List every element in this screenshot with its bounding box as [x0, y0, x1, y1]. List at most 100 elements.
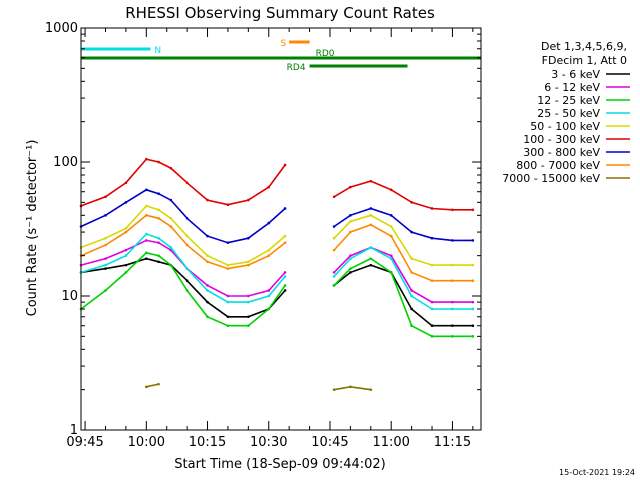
series-point-7: [349, 230, 352, 234]
series-point-1: [332, 271, 336, 274]
series-point-4: [410, 257, 413, 260]
legend: Det 1,3,4,5,6,9,FDecim 1, Att 03 - 6 keV…: [502, 40, 630, 185]
series-point-3: [267, 294, 271, 298]
series-point-7: [185, 243, 189, 247]
series-point-8: [145, 385, 148, 389]
plot-frame: [80, 27, 482, 431]
series-point-5: [471, 208, 475, 212]
series-point-4: [332, 236, 336, 240]
series-point-4: [267, 248, 271, 252]
x-tick-label: 10:00: [128, 435, 165, 450]
series-point-5: [206, 198, 209, 202]
series-point-2: [157, 254, 160, 257]
series-point-7: [247, 263, 250, 267]
series-point-5: [451, 208, 454, 212]
series-point-0: [185, 279, 189, 283]
series-point-3: [410, 294, 413, 298]
series-point-1: [157, 241, 160, 244]
series-point-7: [389, 234, 393, 238]
series-point-5: [369, 179, 373, 183]
y-tick-label: 1000: [45, 21, 78, 36]
series-point-7: [169, 225, 173, 228]
series-point-3: [389, 257, 393, 260]
series-point-3: [206, 289, 209, 292]
series-point-3: [124, 254, 128, 257]
series-point-5: [226, 203, 230, 207]
series-point-6: [471, 239, 475, 242]
series-point-1: [451, 300, 454, 304]
series-point-2: [430, 335, 434, 338]
series-point-1: [349, 254, 352, 257]
y-tick-label: 100: [53, 155, 78, 170]
series-point-5: [332, 195, 336, 199]
legend-label: 100 - 300 keV: [523, 133, 600, 146]
series-point-8: [369, 388, 373, 391]
series-point-4: [349, 220, 352, 223]
flag-label: RD4: [287, 63, 306, 73]
series-point-5: [389, 188, 393, 192]
series-point-6: [185, 217, 189, 220]
series-point-5: [157, 160, 160, 164]
series-point-1: [267, 289, 271, 292]
series-point-1: [206, 284, 209, 287]
series-point-1: [430, 300, 434, 304]
y-tick-label: 10: [61, 289, 78, 304]
series-point-2: [124, 271, 128, 274]
series-point-2: [283, 284, 287, 287]
series-point-3: [471, 307, 475, 311]
series-point-0: [247, 315, 250, 319]
x-axis-label: Start Time (18-Sep-09 09:44:02): [174, 457, 385, 472]
series-point-5: [124, 181, 128, 185]
series-point-1: [283, 271, 287, 274]
series-point-6: [157, 192, 160, 196]
series-point-7: [206, 260, 209, 264]
series-point-8: [157, 382, 160, 386]
series-point-7: [451, 279, 454, 283]
series-point-7: [283, 241, 287, 244]
legend-header-line: Det 1,3,4,5,6,9,: [541, 40, 627, 53]
series-point-2: [410, 324, 413, 328]
series-point-6: [124, 201, 128, 204]
legend-label: 300 - 800 keV: [523, 146, 600, 159]
series-point-2: [267, 307, 271, 311]
series-point-4: [185, 234, 189, 238]
series-line-1: [333, 246, 473, 303]
series-point-8: [349, 385, 352, 389]
series-line-7: [333, 223, 473, 282]
flag-label: RD0: [316, 49, 335, 59]
series-point-0: [471, 324, 475, 328]
series-point-0: [451, 324, 454, 328]
series-point-6: [410, 230, 413, 234]
x-tick-label: 10:15: [189, 435, 226, 450]
series-point-2: [332, 284, 336, 287]
series-point-4: [283, 234, 287, 238]
series-point-0: [226, 315, 230, 319]
series-point-7: [226, 267, 230, 270]
series-point-6: [369, 207, 373, 210]
series-point-7: [430, 279, 434, 283]
series-point-2: [185, 289, 189, 292]
series-point-0: [104, 267, 107, 270]
legend-label: 7000 - 15000 keV: [502, 172, 600, 185]
series-point-6: [267, 221, 271, 225]
series-point-2: [104, 289, 107, 292]
series-point-2: [169, 263, 173, 267]
series-point-5: [169, 166, 173, 170]
series-point-6: [169, 198, 173, 202]
x-tick-label: 10:30: [250, 435, 287, 450]
series-point-6: [332, 225, 336, 228]
series-point-1: [410, 289, 413, 292]
series-point-1: [104, 257, 107, 260]
series-line-8: [333, 385, 371, 391]
legend-label: 6 - 12 keV: [544, 81, 600, 94]
x-tick-label: 11:00: [372, 435, 409, 450]
series-point-4: [247, 260, 250, 264]
series-point-5: [185, 181, 189, 185]
series-point-4: [369, 214, 373, 217]
y-axis-label: Count Rate (s⁻¹ detector⁻¹): [25, 140, 40, 317]
series-point-8: [332, 388, 336, 391]
series-point-5: [267, 185, 271, 189]
series-point-5: [104, 195, 107, 199]
series-point-5: [145, 157, 148, 161]
